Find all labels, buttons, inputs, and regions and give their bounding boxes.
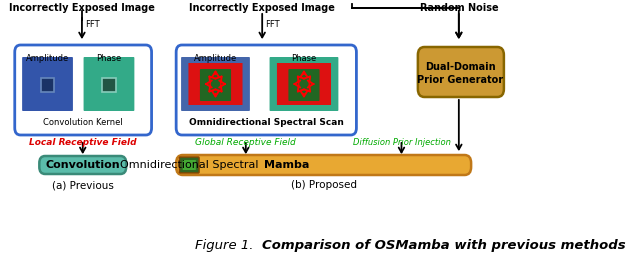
Text: Omnidirectional Spectral: Omnidirectional Spectral	[120, 160, 262, 170]
FancyBboxPatch shape	[188, 63, 243, 105]
FancyBboxPatch shape	[39, 156, 126, 174]
Text: Dual-Domain: Dual-Domain	[425, 62, 496, 72]
Text: (a) Previous: (a) Previous	[52, 180, 114, 190]
FancyBboxPatch shape	[181, 57, 250, 111]
Text: (b) Proposed: (b) Proposed	[291, 180, 356, 190]
Text: Phase: Phase	[291, 54, 317, 63]
FancyBboxPatch shape	[22, 57, 73, 111]
Text: Prior Generator: Prior Generator	[417, 75, 504, 85]
Text: Amplitude: Amplitude	[194, 54, 237, 63]
Text: Convolution Kernel: Convolution Kernel	[43, 118, 123, 127]
Text: Omnidirectional Spectral Scan: Omnidirectional Spectral Scan	[189, 118, 344, 127]
FancyBboxPatch shape	[176, 45, 356, 135]
Text: Convolution: Convolution	[45, 160, 120, 170]
FancyBboxPatch shape	[84, 57, 134, 111]
Text: Incorrectly Exposed Image: Incorrectly Exposed Image	[9, 3, 155, 13]
Text: Figure 1.: Figure 1.	[195, 239, 262, 252]
Text: Incorrectly Exposed Image: Incorrectly Exposed Image	[189, 3, 335, 13]
Text: FFT: FFT	[85, 20, 100, 29]
FancyBboxPatch shape	[200, 69, 231, 101]
Text: Diffusion Prior Injection: Diffusion Prior Injection	[353, 138, 451, 147]
Text: Local Receptive Field: Local Receptive Field	[29, 138, 136, 147]
Text: Global Receptive Field: Global Receptive Field	[195, 138, 296, 147]
FancyBboxPatch shape	[269, 57, 339, 111]
Text: Random Noise: Random Noise	[419, 3, 498, 13]
Text: FFT: FFT	[266, 20, 280, 29]
Bar	[41, 78, 54, 92]
FancyBboxPatch shape	[418, 47, 504, 97]
FancyBboxPatch shape	[176, 155, 471, 175]
Text: Amplitude: Amplitude	[26, 54, 69, 63]
Bar	[102, 78, 116, 92]
FancyBboxPatch shape	[182, 160, 196, 170]
FancyBboxPatch shape	[277, 63, 331, 105]
FancyBboxPatch shape	[179, 157, 199, 173]
FancyBboxPatch shape	[289, 69, 319, 101]
FancyBboxPatch shape	[15, 45, 152, 135]
Text: Phase: Phase	[97, 54, 122, 63]
Text: Mamba: Mamba	[264, 160, 309, 170]
Text: Comparison of OSMamba with previous methods: Comparison of OSMamba with previous meth…	[262, 239, 626, 252]
